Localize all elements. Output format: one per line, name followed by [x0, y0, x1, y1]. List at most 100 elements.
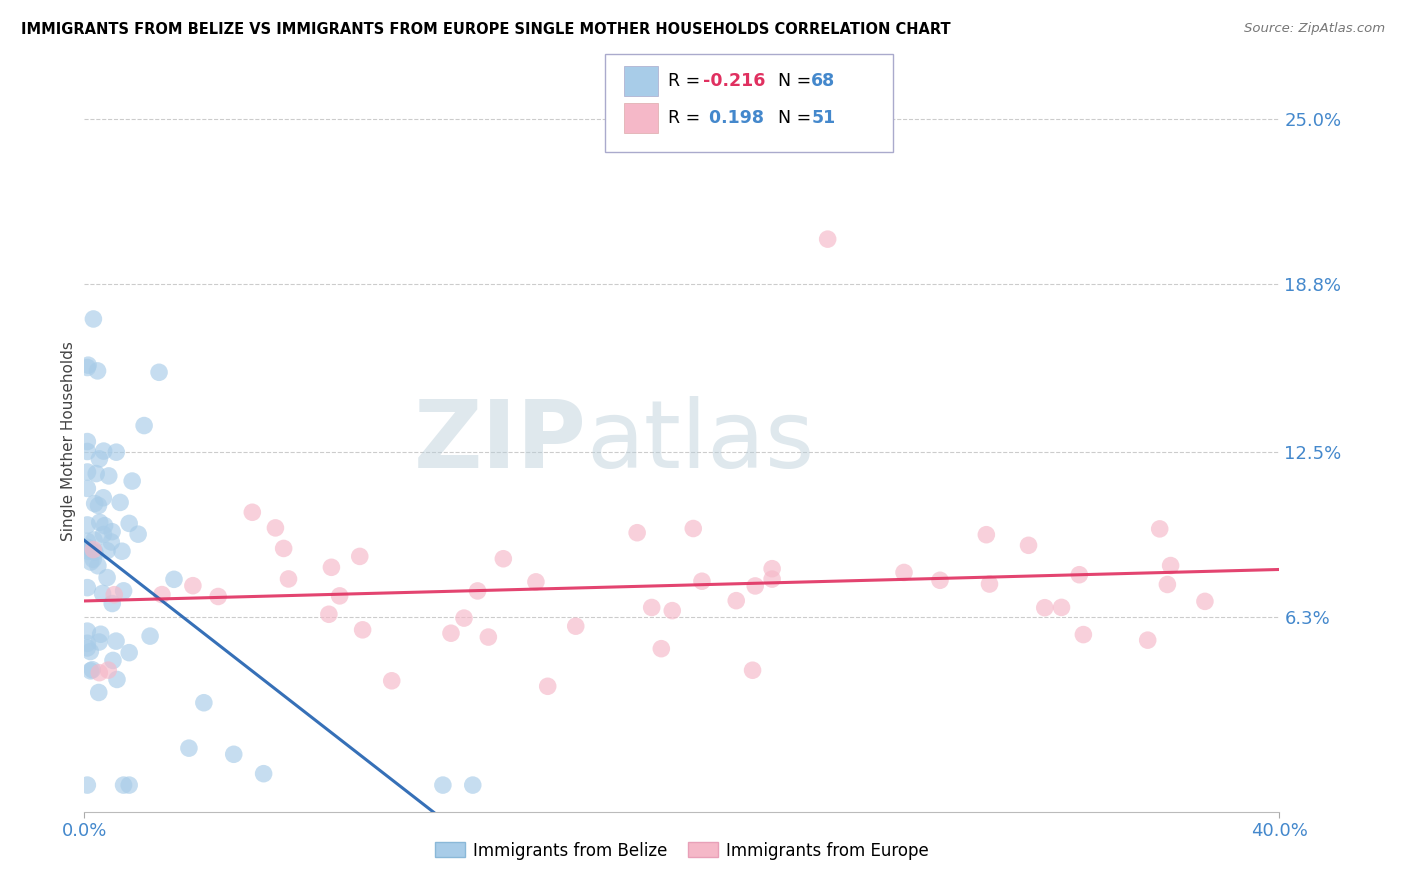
Point: [87, 685, 110, 699]
Point: [80, 555, 103, 569]
Point: [79, 664, 101, 678]
Point: [564, 619, 586, 633]
Point: [193, 696, 215, 710]
Point: [181, 579, 204, 593]
Point: [661, 604, 683, 618]
Point: [467, 583, 489, 598]
Text: Source: ZipAtlas.com: Source: ZipAtlas.com: [1244, 22, 1385, 36]
Point: [79, 543, 101, 558]
Point: [121, 474, 143, 488]
Text: R =: R =: [668, 72, 706, 90]
Point: [440, 626, 463, 640]
Point: [352, 623, 374, 637]
Point: [929, 574, 952, 588]
Point: [76, 541, 98, 555]
Point: [90, 627, 112, 641]
Point: [761, 562, 783, 576]
Point: [77, 358, 100, 372]
Text: atlas: atlas: [586, 395, 814, 488]
Point: [82, 312, 104, 326]
Point: [96, 543, 118, 558]
Point: [222, 747, 245, 762]
Point: [139, 629, 162, 643]
Point: [492, 551, 515, 566]
Point: [84, 545, 107, 559]
Point: [76, 624, 98, 639]
Point: [1033, 600, 1056, 615]
Point: [79, 644, 101, 658]
Point: [103, 588, 125, 602]
Point: [976, 527, 998, 541]
Point: [277, 572, 299, 586]
Point: [725, 593, 748, 607]
Point: [1018, 538, 1040, 552]
Point: [318, 607, 340, 622]
Point: [77, 544, 100, 558]
Point: [744, 579, 766, 593]
Point: [453, 611, 475, 625]
Point: [111, 544, 134, 558]
Point: [76, 360, 98, 375]
Point: [461, 778, 484, 792]
Text: ZIP: ZIP: [413, 395, 586, 488]
Point: [118, 516, 141, 531]
Point: [83, 533, 105, 547]
Legend: Immigrants from Belize, Immigrants from Europe: Immigrants from Belize, Immigrants from …: [429, 835, 935, 866]
Point: [177, 741, 200, 756]
Point: [893, 566, 915, 580]
Point: [1149, 522, 1171, 536]
Point: [329, 589, 352, 603]
Point: [150, 588, 173, 602]
Point: [127, 527, 149, 541]
Point: [76, 534, 98, 549]
Text: N =: N =: [778, 72, 817, 90]
Point: [93, 444, 115, 458]
Point: [112, 778, 135, 792]
Point: [101, 653, 124, 667]
Point: [91, 586, 114, 600]
Point: [207, 590, 229, 604]
Point: [101, 524, 124, 539]
Point: [76, 444, 98, 458]
Point: [89, 635, 111, 649]
Point: [537, 679, 560, 693]
Point: [87, 558, 110, 573]
Point: [76, 636, 98, 650]
Point: [118, 646, 141, 660]
Point: [641, 600, 664, 615]
Y-axis label: Single Mother Households: Single Mother Households: [60, 342, 76, 541]
Point: [108, 495, 131, 509]
Point: [817, 232, 839, 246]
Point: [112, 583, 135, 598]
Point: [477, 630, 499, 644]
Point: [96, 571, 118, 585]
Point: [524, 574, 547, 589]
Point: [76, 482, 98, 496]
Point: [84, 467, 107, 481]
Point: [979, 577, 1001, 591]
Point: [83, 496, 105, 510]
Point: [89, 516, 111, 530]
Point: [253, 766, 276, 780]
Point: [1050, 600, 1073, 615]
Point: [76, 517, 98, 532]
Point: [381, 673, 404, 688]
Point: [321, 560, 343, 574]
Point: [132, 418, 156, 433]
Text: R =: R =: [668, 109, 706, 127]
Point: [105, 445, 128, 459]
Point: [76, 640, 98, 655]
Point: [76, 434, 98, 449]
Point: [93, 527, 115, 541]
Point: [93, 518, 115, 533]
Text: -0.216: -0.216: [703, 72, 765, 90]
Text: 51: 51: [811, 109, 835, 127]
Point: [761, 572, 783, 586]
Point: [89, 665, 111, 680]
Point: [76, 778, 98, 792]
Point: [97, 663, 120, 677]
Point: [650, 641, 672, 656]
Point: [240, 505, 263, 519]
Point: [100, 535, 122, 549]
Point: [91, 491, 114, 505]
